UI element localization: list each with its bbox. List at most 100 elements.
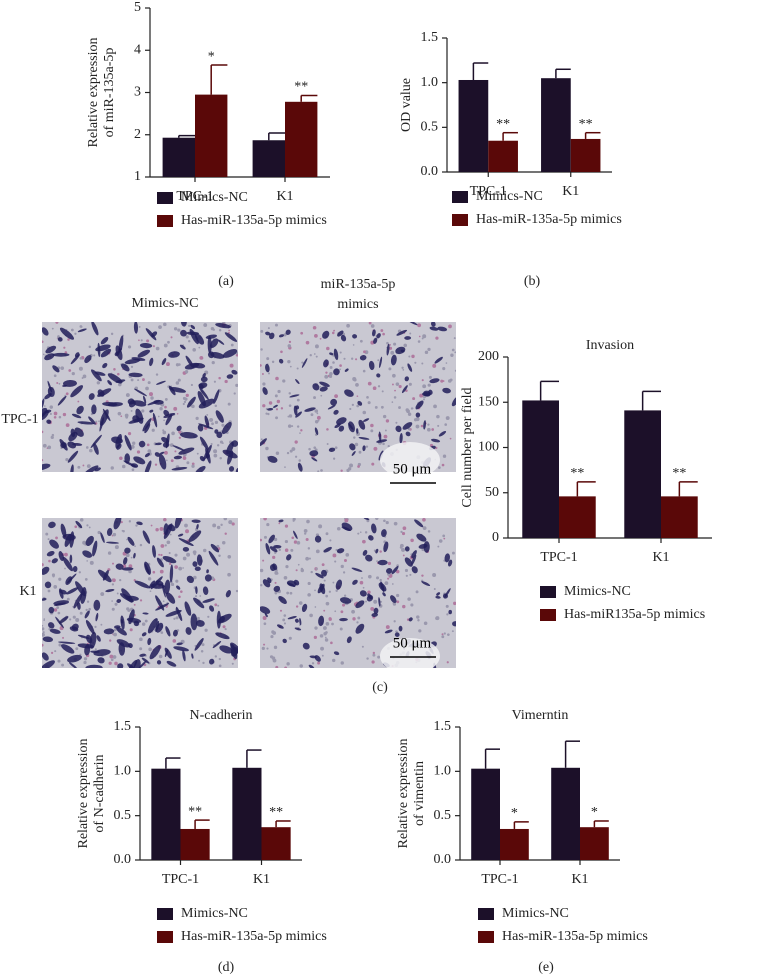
cell-blob <box>138 440 146 448</box>
cell-blob <box>294 627 302 631</box>
speck <box>406 409 410 414</box>
cell-blob <box>289 394 300 398</box>
cell-blob <box>383 541 389 553</box>
cell-blob <box>273 544 282 549</box>
speck <box>329 371 333 376</box>
cell-blob <box>82 550 93 558</box>
speck <box>42 624 44 627</box>
cell-blob <box>128 659 138 668</box>
speck <box>275 408 279 411</box>
cell-blob <box>295 379 300 385</box>
speck <box>219 440 224 444</box>
speck <box>325 371 328 374</box>
cell-blob <box>181 322 187 327</box>
speck <box>407 597 411 601</box>
speck <box>289 591 293 595</box>
speck <box>384 581 389 586</box>
speck <box>352 344 355 346</box>
speck <box>155 527 159 532</box>
cell-blob <box>366 594 374 602</box>
cell-blob <box>161 582 166 598</box>
speck <box>274 394 278 398</box>
cell-blob <box>405 431 411 437</box>
cell-blob <box>376 333 381 339</box>
cell-blob <box>147 400 161 406</box>
speck <box>227 572 231 577</box>
speck <box>401 531 406 536</box>
speck <box>284 548 289 552</box>
cell-blob <box>141 657 150 664</box>
speck <box>180 590 183 593</box>
speck <box>280 407 284 410</box>
cell-blob <box>145 328 157 341</box>
cell-blob <box>51 558 58 564</box>
speck <box>411 354 415 359</box>
glare <box>380 638 440 668</box>
speck <box>64 394 67 397</box>
cell-blob <box>194 566 201 571</box>
cell-blob <box>102 362 108 369</box>
speck <box>53 374 57 378</box>
cell-blob <box>357 400 363 406</box>
speck <box>224 532 227 535</box>
speck <box>395 421 398 424</box>
speck <box>437 545 440 548</box>
speck <box>160 553 163 557</box>
speck <box>283 333 287 337</box>
speck <box>152 570 156 574</box>
speck <box>356 404 360 408</box>
speck <box>284 466 286 468</box>
cell-blob <box>196 523 199 530</box>
cell-blob <box>231 369 238 375</box>
cell-blob <box>230 643 238 660</box>
speck <box>112 562 115 565</box>
cell-blob <box>127 398 135 405</box>
cell-blob <box>395 425 402 433</box>
speck <box>42 458 44 462</box>
y-axis-label: of miR-135a-5p <box>102 48 117 138</box>
speck <box>339 364 342 367</box>
cell-blob <box>166 660 177 667</box>
cell-blob <box>196 554 203 566</box>
cell-blob <box>99 417 104 432</box>
speck <box>222 625 226 629</box>
speck <box>60 366 65 370</box>
cell-blob <box>416 533 427 542</box>
speck <box>413 418 418 422</box>
speck <box>298 459 302 462</box>
speck <box>138 339 140 342</box>
speck <box>196 452 199 455</box>
cell-blob <box>208 550 219 566</box>
speck <box>365 600 367 603</box>
cell-blob <box>133 456 146 465</box>
cell-blob <box>448 609 452 615</box>
speck <box>135 524 138 527</box>
speck <box>177 328 181 332</box>
speck <box>433 404 437 409</box>
cell-blob <box>219 645 233 654</box>
cell-blob <box>83 465 99 472</box>
cell-blob <box>156 660 162 665</box>
speck <box>88 607 91 611</box>
cell-blob <box>198 423 214 430</box>
cell-blob <box>448 559 453 567</box>
cell-blob <box>120 619 124 624</box>
cell-blob <box>92 540 98 557</box>
cell-blob <box>149 357 154 367</box>
cell-blob <box>66 587 79 595</box>
speck <box>49 412 52 416</box>
cell-blob <box>163 409 170 416</box>
speck <box>260 538 263 542</box>
speck <box>110 466 114 470</box>
speck <box>393 396 397 399</box>
legend-label: Mimics-NC <box>476 189 543 204</box>
cell-blob <box>272 563 278 570</box>
cell-blob <box>97 388 112 397</box>
cell-blob <box>431 438 441 443</box>
speck <box>109 639 112 642</box>
speck <box>155 373 159 376</box>
cell-blob <box>169 564 174 583</box>
cell-blob <box>198 383 204 390</box>
cell-blob <box>42 652 49 661</box>
speck <box>63 346 66 349</box>
